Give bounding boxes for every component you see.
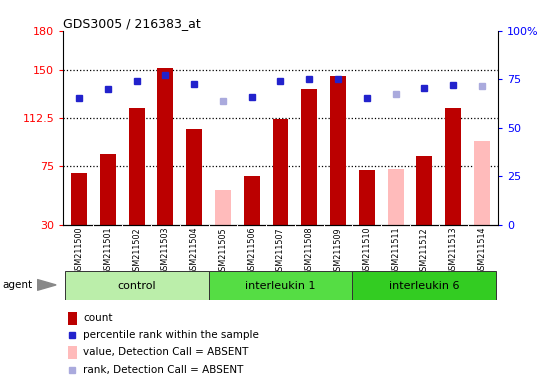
Text: agent: agent	[3, 280, 33, 290]
Bar	[65, 271, 208, 300]
Text: count: count	[84, 313, 113, 323]
Bar	[71, 173, 87, 225]
Text: GSM211500: GSM211500	[75, 227, 84, 275]
Text: GSM211509: GSM211509	[333, 227, 343, 276]
Bar	[446, 108, 461, 225]
Text: GDS3005 / 216383_at: GDS3005 / 216383_at	[63, 17, 201, 30]
Text: rank, Detection Call = ABSENT: rank, Detection Call = ABSENT	[84, 365, 244, 375]
Text: GSM211503: GSM211503	[161, 227, 170, 275]
Bar	[129, 108, 145, 225]
Text: GSM211501: GSM211501	[103, 227, 112, 275]
Text: GSM211510: GSM211510	[362, 227, 371, 275]
Bar	[100, 154, 116, 225]
Text: value, Detection Call = ABSENT: value, Detection Call = ABSENT	[84, 348, 249, 358]
Bar	[186, 129, 202, 225]
Text: GSM211504: GSM211504	[190, 227, 199, 275]
Text: GSM211508: GSM211508	[305, 227, 314, 275]
Bar	[157, 68, 173, 225]
Bar	[353, 271, 496, 300]
Bar	[68, 311, 76, 325]
Bar	[474, 141, 490, 225]
Text: interleukin 6: interleukin 6	[389, 280, 460, 291]
Polygon shape	[37, 280, 56, 290]
Text: percentile rank within the sample: percentile rank within the sample	[84, 330, 259, 340]
Text: GSM211513: GSM211513	[449, 227, 458, 275]
Bar	[388, 169, 404, 225]
Text: GSM211506: GSM211506	[248, 227, 256, 275]
Text: interleukin 1: interleukin 1	[245, 280, 316, 291]
Text: GSM211502: GSM211502	[132, 227, 141, 276]
Text: GSM211512: GSM211512	[420, 227, 429, 276]
Bar	[301, 89, 317, 225]
Text: GSM211514: GSM211514	[477, 227, 486, 275]
Bar	[416, 156, 432, 225]
Bar	[359, 170, 375, 225]
Bar	[330, 76, 346, 225]
Bar	[68, 346, 76, 359]
Text: GSM211507: GSM211507	[276, 227, 285, 276]
Bar	[273, 119, 288, 225]
Text: control: control	[117, 280, 156, 291]
Text: GSM211511: GSM211511	[391, 227, 400, 275]
Bar	[215, 190, 231, 225]
Text: GSM211505: GSM211505	[218, 227, 228, 276]
Bar	[208, 271, 353, 300]
Bar	[244, 175, 260, 225]
